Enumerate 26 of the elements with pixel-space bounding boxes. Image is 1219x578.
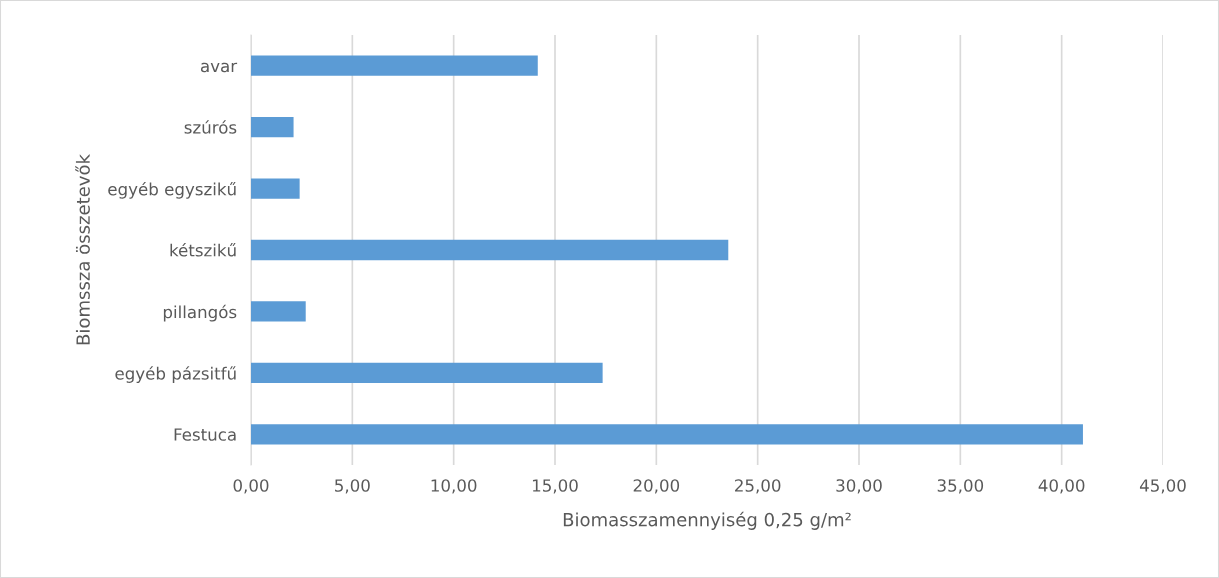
y-tick-label: Festuca xyxy=(174,428,236,441)
y-axis-title: Biomssza összetevők xyxy=(75,154,90,345)
bar xyxy=(251,362,603,383)
x-tick-label: 5,00 xyxy=(335,479,370,494)
x-tick-label: 25,00 xyxy=(735,479,781,494)
bar xyxy=(251,239,729,261)
x-tick-label: 40,00 xyxy=(1038,479,1085,494)
y-tick-label: szúrós xyxy=(184,120,237,134)
x-tick-label: 30,00 xyxy=(836,479,882,494)
x-tick-label: 20,00 xyxy=(633,479,680,494)
x-axis-title: Biomasszamennyiség 0,25 g/m² xyxy=(563,511,851,530)
bar xyxy=(251,117,294,138)
x-tick-label: 0,00 xyxy=(233,479,269,494)
bar xyxy=(251,178,300,199)
bar xyxy=(251,55,538,76)
x-tick-label: 10,00 xyxy=(431,479,477,494)
bar xyxy=(251,424,1083,445)
y-tick-label: egyéb pázsitfű xyxy=(115,366,236,383)
y-tick-label: pillangós xyxy=(163,304,237,322)
y-tick-label: egyéb egyszikű xyxy=(108,181,236,199)
y-tick-label: avar xyxy=(200,62,238,73)
x-tick-label: 35,00 xyxy=(937,479,984,494)
x-tick-label: 15,00 xyxy=(532,479,578,494)
bar xyxy=(251,301,306,322)
x-tick-label: 45,00 xyxy=(1139,479,1186,494)
y-tick-label: kétszikű xyxy=(170,243,236,257)
